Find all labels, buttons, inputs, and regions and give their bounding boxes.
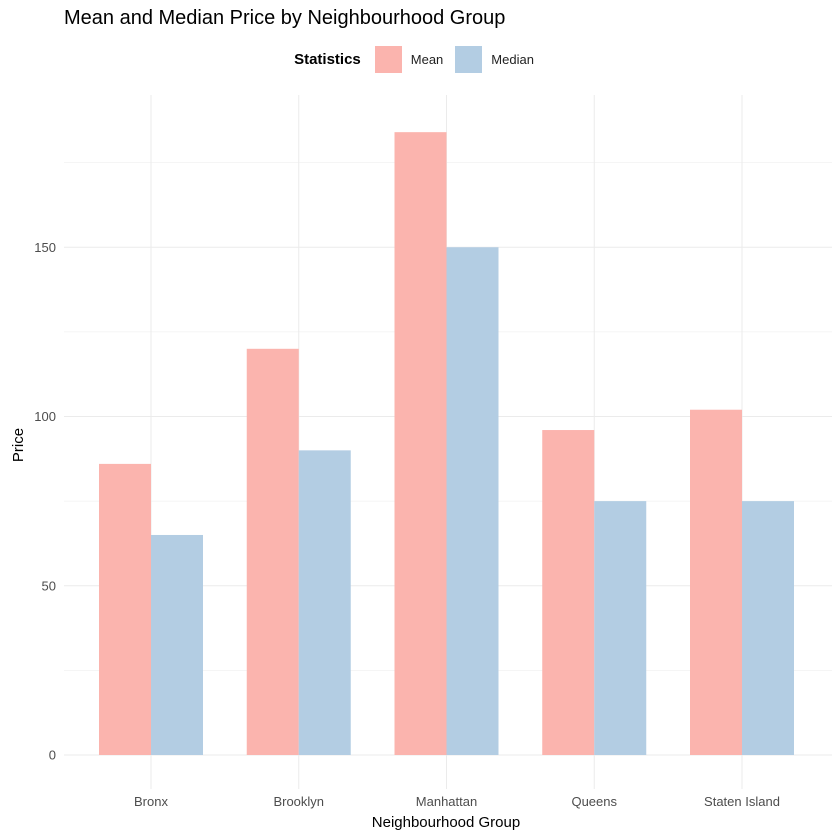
bar-mean-bronx: [99, 463, 151, 755]
legend: Statistics Mean Median: [0, 46, 840, 73]
y-tick-label: 150: [34, 240, 56, 255]
y-tick-label: 0: [49, 748, 56, 763]
y-tick-label: 100: [34, 409, 56, 424]
x-tick-label: Brooklyn: [273, 794, 324, 809]
y-axis-title: Price: [10, 428, 27, 462]
legend-title: Statistics: [294, 51, 361, 68]
y-tick-label: 50: [42, 578, 56, 593]
x-axis-title: Neighbourhood Group: [372, 814, 520, 831]
bar-mean-queens: [542, 430, 595, 755]
bar-mean-brooklyn: [246, 348, 299, 755]
legend-label-mean: Mean: [410, 52, 444, 67]
x-tick-label: Manhattan: [416, 794, 477, 809]
bar-median-queens: [594, 501, 647, 755]
legend-item-median: Median: [455, 46, 534, 73]
bar-median-brooklyn: [298, 450, 351, 755]
bar-mean-staten-island: [690, 409, 742, 755]
bar-median-manhattan: [446, 247, 499, 755]
bar-median-staten-island: [742, 501, 794, 755]
bar-layer: [99, 132, 794, 755]
bar-median-bronx: [151, 534, 203, 755]
x-tick-label: Bronx: [134, 794, 168, 809]
legend-key-median: [455, 46, 483, 73]
x-tick-label: Staten Island: [704, 794, 780, 809]
legend-key-mean: [374, 46, 402, 73]
bar-mean-manhattan: [394, 132, 447, 755]
chart-title: Mean and Median Price by Neighbourhood G…: [64, 7, 506, 29]
legend-label-median: Median: [491, 52, 534, 67]
x-tick-label: Queens: [571, 794, 617, 809]
legend-item-mean: Mean: [374, 46, 444, 73]
tick-layer: Bronx Brooklyn Manhattan Queens Staten Islan…: [34, 240, 780, 809]
